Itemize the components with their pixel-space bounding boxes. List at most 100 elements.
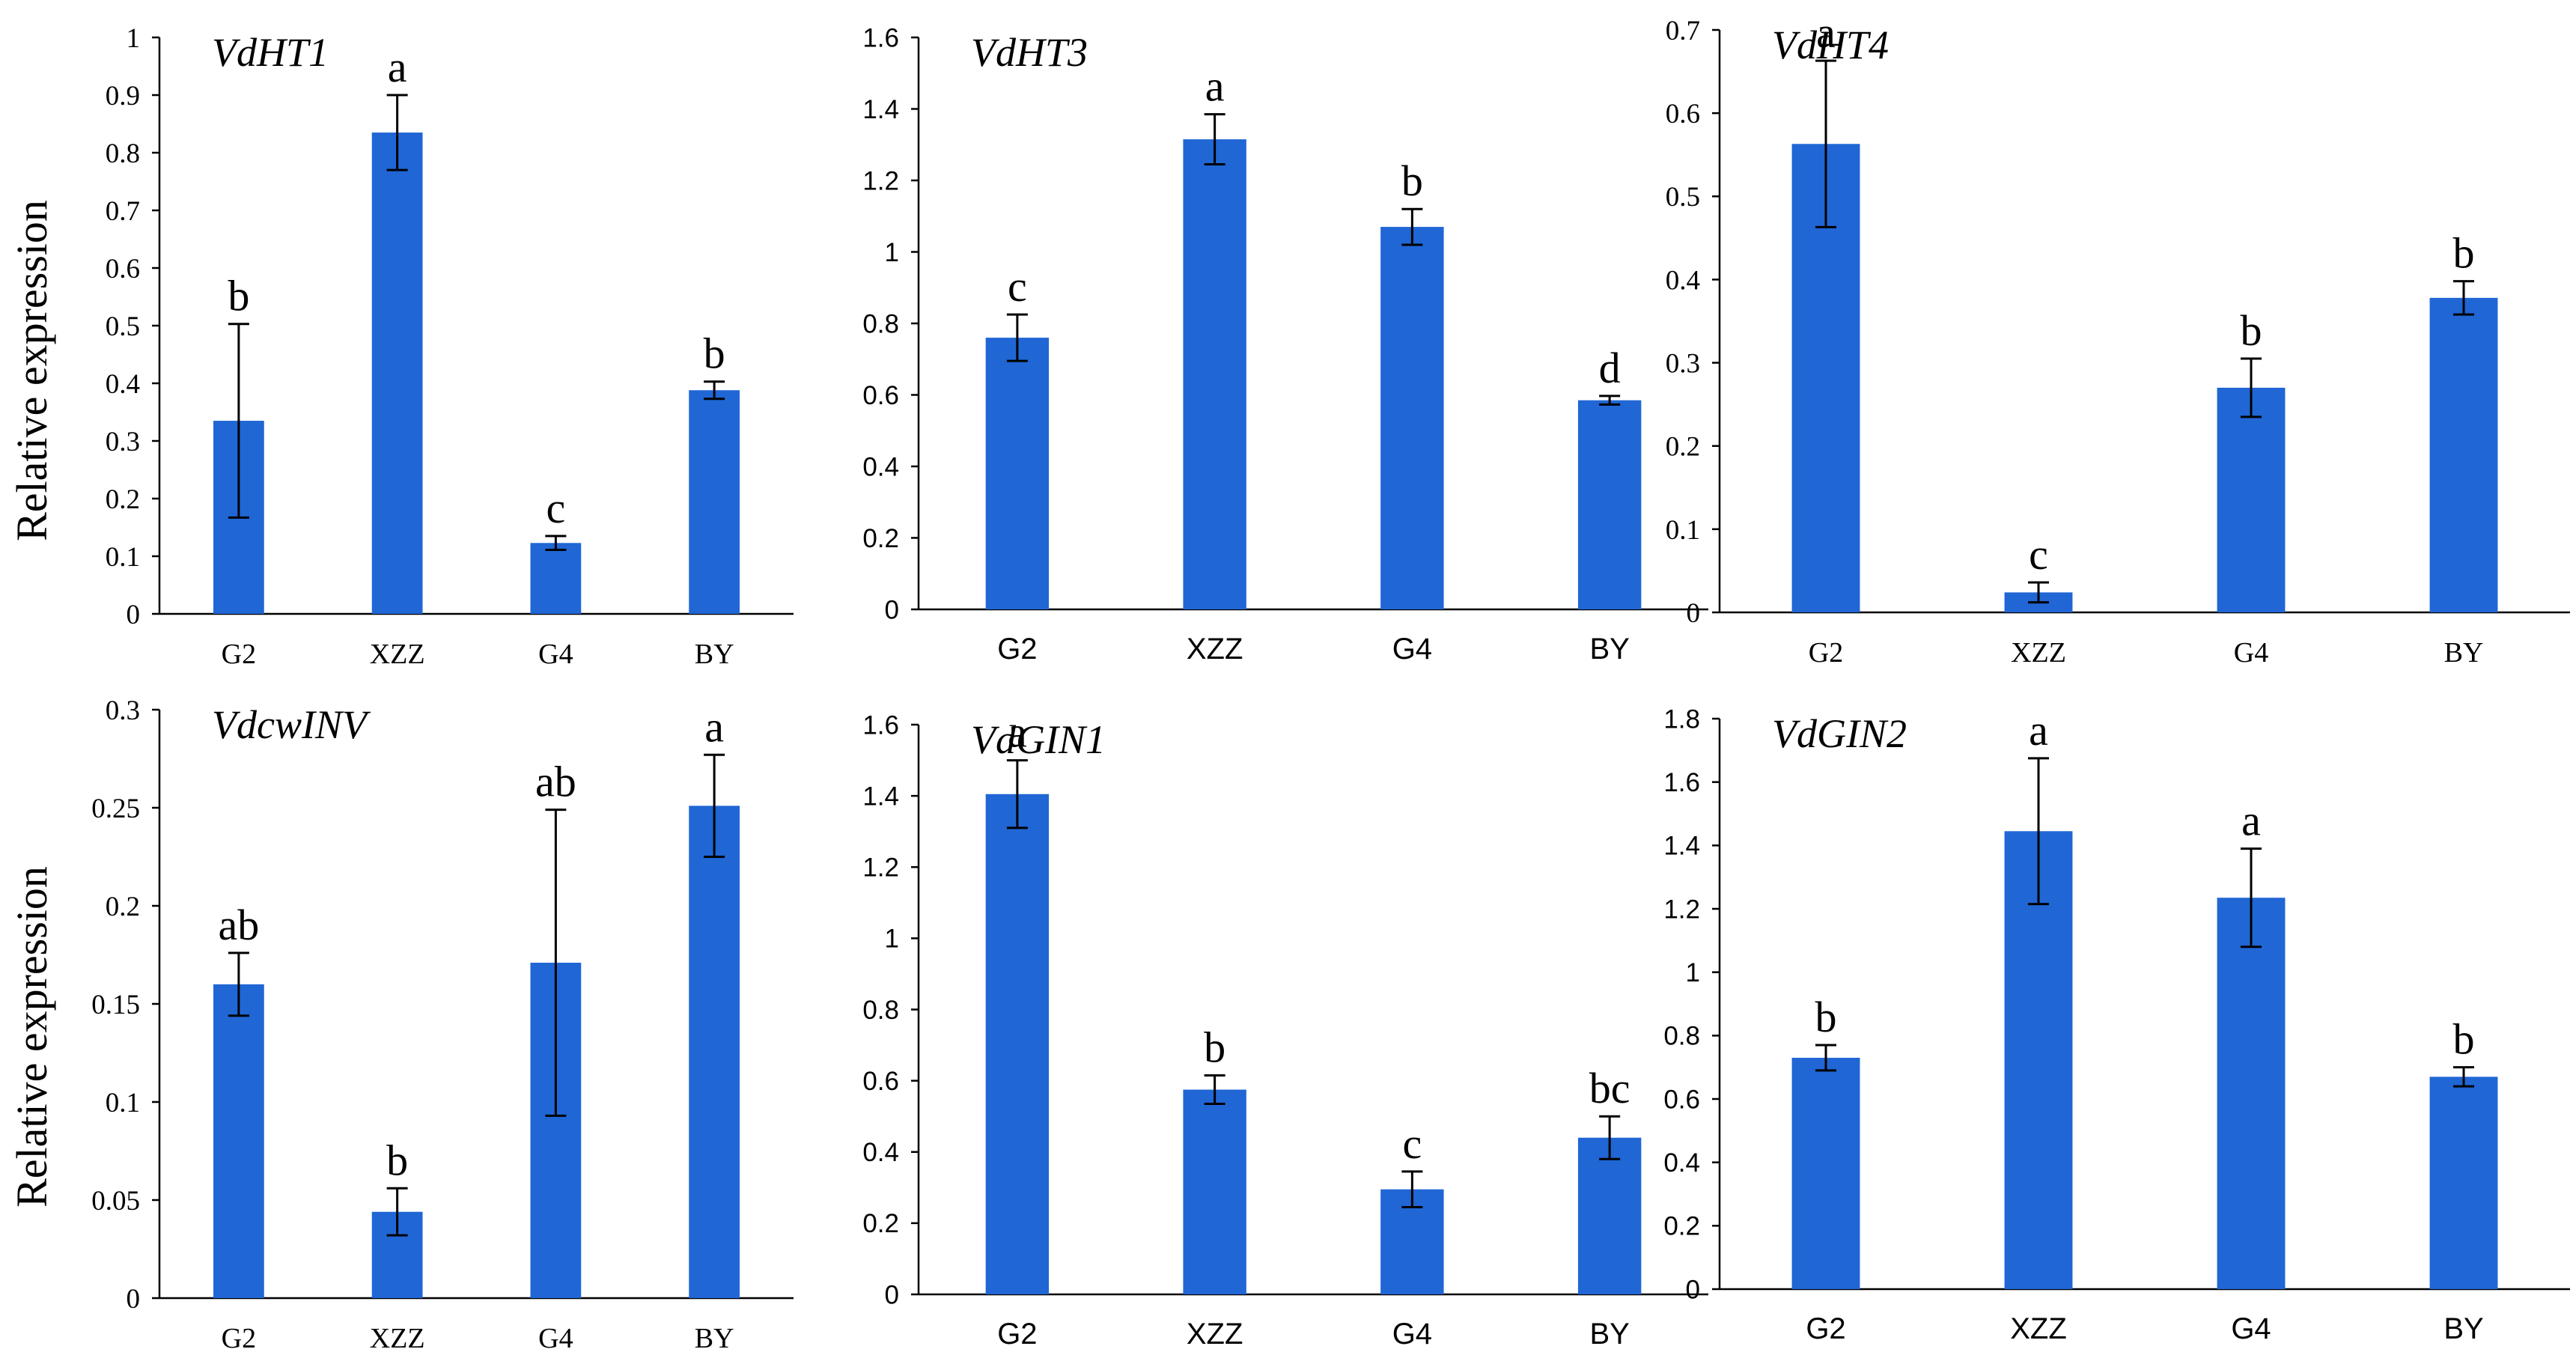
y-tick-label: 0.2 (862, 524, 899, 553)
bar-g2 (213, 984, 264, 1298)
significance-letter: a (2029, 706, 2048, 755)
y-tick-label: 0.6 (862, 1067, 899, 1096)
y-tick-label: 1.2 (862, 853, 899, 883)
significance-letter: c (2029, 530, 2048, 579)
y-tick-label: 0.2 (106, 892, 140, 922)
y-tick-label: 0.3 (106, 695, 140, 726)
x-tick-label: G4 (1392, 633, 1432, 666)
y-tick-label: 0.6 (1663, 1085, 1700, 1114)
y-tick-label: 1.4 (862, 95, 899, 124)
x-tick-label: G4 (1392, 1318, 1432, 1351)
x-tick-label: XZZ (370, 639, 425, 670)
bar-g4 (2217, 898, 2286, 1289)
significance-letter: b (1815, 993, 1837, 1041)
bar-g2 (1791, 1057, 1860, 1289)
y-axis-title: Relative expression (7, 866, 56, 1208)
y-axis-title: Relative expression (7, 200, 56, 541)
significance-letter: a (1008, 708, 1027, 757)
bar-xzz (1183, 139, 1246, 609)
bar-xzz (371, 133, 423, 615)
y-tick-label: 0 (1686, 1275, 1700, 1304)
y-tick-label: 0 (885, 1280, 899, 1309)
y-tick-label: 1 (885, 925, 899, 954)
x-tick-label: BY (2444, 637, 2484, 669)
y-tick-label: 0.6 (1666, 99, 1700, 130)
y-tick-label: 1 (1686, 958, 1700, 987)
bar-by (2429, 297, 2498, 612)
y-tick-label: 0.2 (106, 484, 140, 515)
y-tick-label: 0 (885, 595, 899, 624)
y-tick-label: 0.15 (91, 990, 140, 1020)
y-tick-label: 0 (127, 600, 141, 630)
y-tick-label: 0.7 (106, 196, 140, 227)
y-tick-label: 0.4 (862, 1138, 899, 1167)
x-tick-label: XZZ (1187, 1318, 1243, 1351)
significance-letter: b (2453, 1015, 2475, 1064)
x-tick-label: XZZ (1187, 633, 1243, 666)
x-tick-label: XZZ (2011, 637, 2066, 669)
significance-letter: b (228, 272, 249, 320)
panel-title: VdcwINV (212, 702, 371, 747)
y-tick-label: 1.6 (862, 710, 899, 740)
bar-xzz (2004, 831, 2073, 1289)
y-tick-label: 0.1 (1666, 515, 1700, 546)
y-tick-label: 1.4 (862, 782, 899, 811)
panel-title: VdGIN1 (971, 717, 1106, 762)
y-tick-label: 1.4 (1663, 832, 1700, 861)
panel-title: VdHT3 (971, 30, 1088, 75)
x-tick-label: G2 (222, 1323, 256, 1354)
y-tick-label: 0.3 (106, 427, 140, 457)
y-tick-label: 0 (127, 1284, 141, 1315)
y-tick-label: 0.1 (106, 1088, 140, 1118)
bar-xzz (1183, 1089, 1246, 1294)
panel-title: VdGIN2 (1772, 711, 1907, 756)
x-tick-label: BY (1589, 1318, 1629, 1351)
significance-letter: b (1401, 156, 1423, 205)
y-tick-label: 1 (127, 23, 141, 54)
x-tick-label: G2 (1809, 637, 1843, 669)
significance-letter: c (546, 484, 566, 532)
bar-g2 (985, 338, 1050, 609)
bar-by (689, 390, 740, 614)
y-tick-label: 0.25 (91, 794, 140, 824)
panel-title: VdHT1 (212, 30, 329, 75)
y-tick-label: 0.05 (91, 1186, 140, 1217)
y-tick-label: 0.4 (106, 369, 140, 400)
x-tick-label: G2 (997, 633, 1037, 666)
x-tick-label: XZZ (2010, 1312, 2067, 1345)
significance-letter: bc (1589, 1064, 1630, 1112)
bar-by (1577, 400, 1642, 609)
bar-by (1577, 1137, 1642, 1294)
chart-panel-3: 0 0.1 0.2 0.3 0.4 0.5 0.6 0.7 a G2 c XZZ b G4 b BY VdHT4 (1666, 8, 2570, 669)
y-tick-label: 0 (1687, 598, 1701, 629)
y-tick-label: 0.1 (106, 542, 140, 573)
y-tick-label: 1.6 (862, 23, 899, 52)
x-tick-label: BY (1589, 633, 1629, 666)
bar-g4 (1380, 227, 1444, 609)
y-tick-label: 0.3 (1666, 349, 1700, 380)
significance-letter: b (1204, 1023, 1225, 1071)
significance-letter: b (2241, 306, 2262, 355)
x-tick-label: G4 (2234, 637, 2268, 669)
x-tick-label: G2 (1806, 1312, 1845, 1345)
y-tick-label: 0.8 (862, 996, 899, 1025)
y-tick-label: 0.8 (862, 309, 899, 338)
x-tick-label: BY (695, 639, 734, 670)
chart-panel-1: 0 0.1 0.2 0.3 0.4 0.5 0.6 0.7 0.8 0.9 1 b G2 a XZZ c G4 b… (7, 23, 794, 670)
y-tick-label: 0.9 (106, 81, 140, 112)
significance-letter: a (704, 702, 724, 751)
chart-panel-2: 0 0.2 0.4 0.6 0.8 1 1.2 1.4 1.6 c G2 a XZZ b G4 d BY VdHT… (862, 23, 1708, 666)
y-tick-label: 1.8 (1663, 704, 1700, 734)
y-tick-label: 0.5 (1666, 182, 1700, 213)
significance-letter: b (386, 1136, 408, 1184)
significance-letter: b (704, 329, 725, 378)
significance-letter: d (1599, 344, 1621, 392)
bar-g4 (2217, 387, 2286, 612)
significance-letter: ab (219, 901, 260, 949)
bar-g4 (530, 543, 582, 614)
y-tick-label: 1.2 (862, 166, 899, 195)
y-tick-label: 1.6 (1663, 768, 1700, 797)
y-tick-label: 0.5 (106, 311, 140, 342)
x-tick-label: G4 (538, 639, 573, 670)
y-tick-label: 0.2 (1663, 1212, 1700, 1241)
